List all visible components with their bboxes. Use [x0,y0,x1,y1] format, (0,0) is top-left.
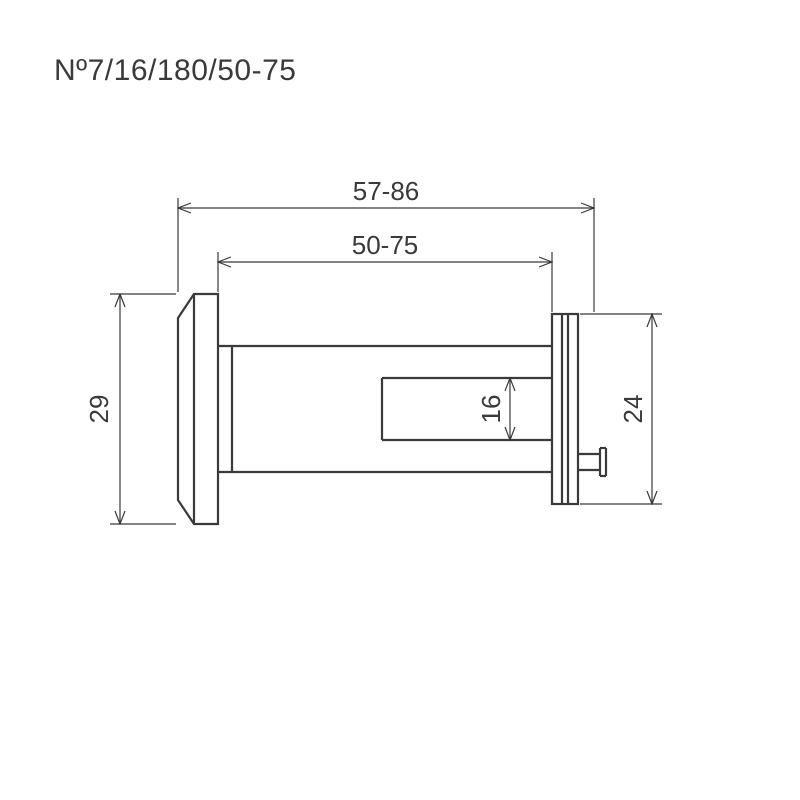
dim-barrel-diameter: 16 [468,378,520,440]
barrel-inner [382,378,552,440]
drawing-title: Nº7/16/180/50-75 [54,54,296,87]
dim-rear-flange-diameter: 24 [580,314,662,504]
dim-barrel-diameter-label: 16 [476,395,506,424]
dim-rear-flange-diameter-label: 24 [618,395,648,424]
rear-flange [552,314,578,504]
dim-front-flange-diameter-label: 29 [84,395,114,424]
dim-overall-length-label: 57-86 [353,176,420,206]
door-viewer-profile [178,294,606,524]
technical-drawing: Nº7/16/180/50-75 [0,0,800,800]
dim-front-flange-diameter: 29 [84,294,176,524]
rear-pin [578,448,606,476]
dim-barrel-length: 50-75 [218,230,552,312]
dim-barrel-length-label: 50-75 [352,230,419,260]
front-flange [178,294,218,524]
